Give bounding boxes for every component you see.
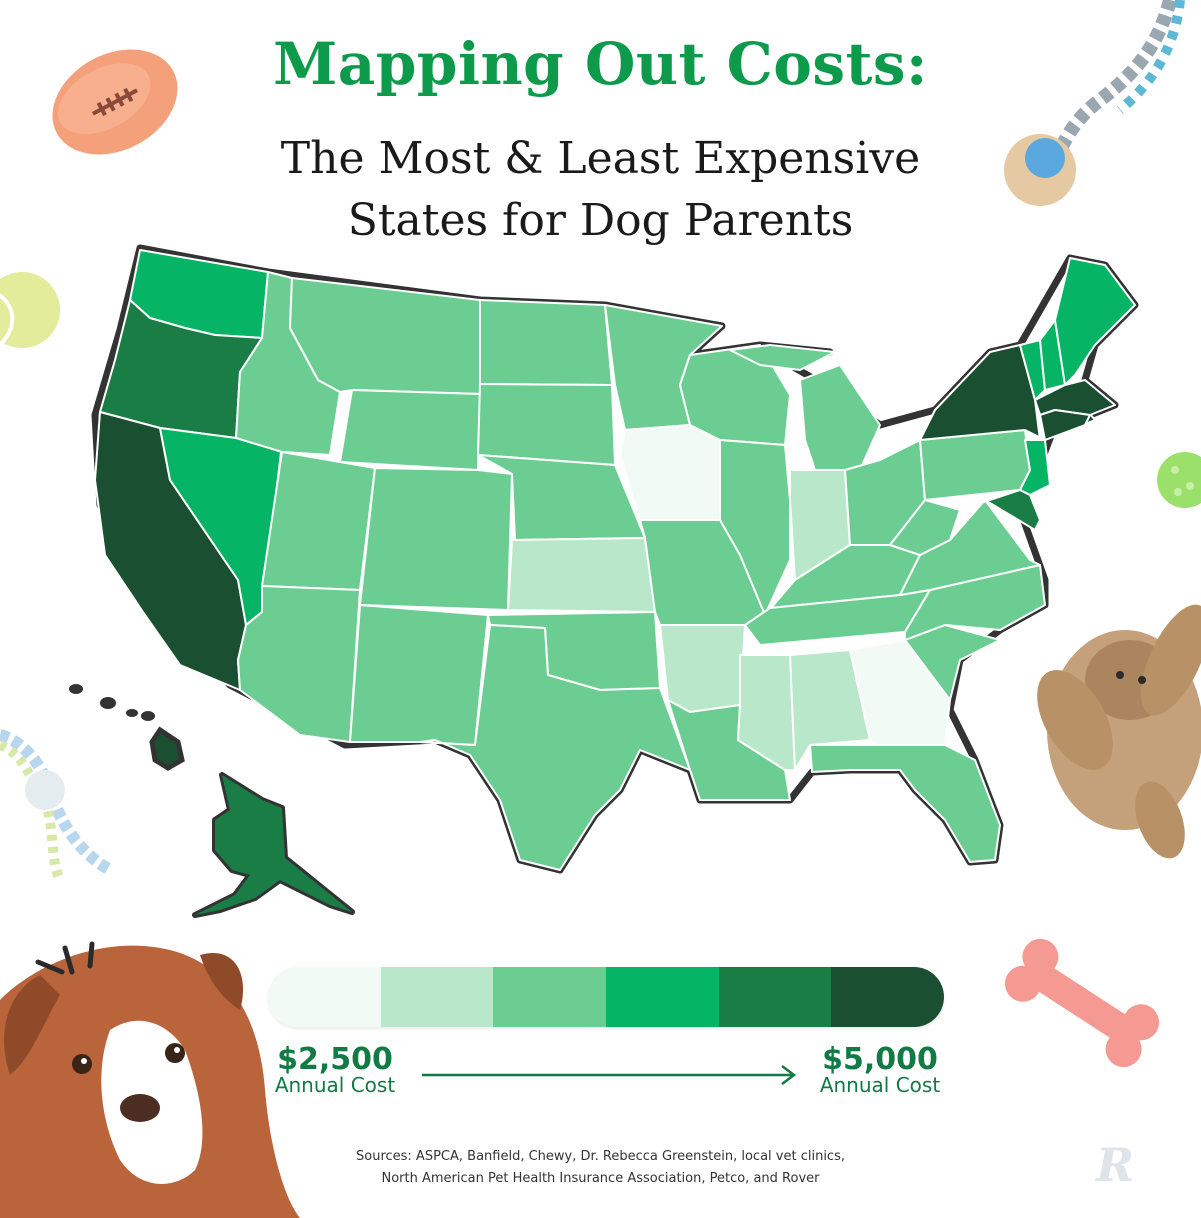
state-TX: [419, 624, 691, 871]
subtitle-line-2: States for Dog Parents: [347, 195, 854, 246]
legend-swatch-4: [606, 967, 719, 1027]
state-AL: [789, 649, 871, 771]
state-FL: [809, 744, 1001, 863]
dog-photo-icon: [0, 941, 300, 1218]
legend-swatch-5: [718, 967, 832, 1027]
legend-swatch-6: [831, 967, 944, 1027]
state-IL: [719, 439, 791, 616]
state-CO: [359, 467, 513, 611]
legend-max-label: Annual Cost: [819, 1073, 941, 1097]
bone-toy-icon: [1004, 938, 1160, 1068]
tennis-ball-icon: [0, 272, 60, 348]
state-AK: [195, 775, 352, 915]
plush-toy-icon: [1037, 604, 1201, 859]
legend-max: $5,000 Annual Cost: [810, 1042, 950, 1097]
legend-swatch-2: [380, 967, 494, 1027]
state-PA: [919, 429, 1031, 501]
state-WY: [339, 389, 481, 471]
state-WV: [889, 499, 961, 556]
state-HI: [149, 726, 185, 771]
state-CT: [1039, 409, 1091, 441]
state-ND: [479, 299, 613, 386]
legend-swatch-3: [493, 967, 607, 1027]
sources-line-2: North American Pet Health Insurance Asso…: [381, 1171, 820, 1186]
rope-knot-toy-icon: [0, 729, 114, 883]
state-ME: [1054, 257, 1136, 386]
legend-min-label: Annual Cost: [274, 1073, 396, 1097]
sources-line-1: Sources: ASPCA, Banfield, Chewy, Dr. Reb…: [356, 1149, 845, 1164]
state-IA: [619, 424, 721, 521]
spiky-ball-icon: [1157, 452, 1201, 508]
football-toy-icon: [52, 49, 178, 155]
state-SD: [477, 383, 616, 466]
subtitle-line-1: The Most & Least Expensive: [280, 133, 921, 184]
sources-note: Sources: ASPCA, Banfield, Chewy, Dr. Reb…: [0, 1146, 1201, 1190]
state-AR: [659, 624, 746, 713]
legend-color-scale: [268, 967, 944, 1027]
legend-min: $2,500 Annual Cost: [262, 1042, 408, 1097]
legend-swatch-1: [268, 967, 381, 1027]
state-MD: [959, 489, 1041, 531]
state-KS: [507, 537, 656, 613]
rope-ball-toy-icon: [1004, 0, 1185, 206]
state-UT: [261, 451, 376, 591]
rover-logo-icon: R: [1096, 1138, 1135, 1192]
legend-min-amount: $2,500: [277, 1042, 393, 1077]
page-title: Mapping Out Costs:: [273, 30, 928, 98]
legend-arrow-icon: [422, 1065, 797, 1085]
hawaii-islands: [69, 684, 155, 721]
state-NM: [349, 604, 489, 746]
legend-max-amount: $5,000: [822, 1042, 938, 1077]
page-subtitle: The Most & Least Expensive States for Do…: [0, 128, 1201, 252]
